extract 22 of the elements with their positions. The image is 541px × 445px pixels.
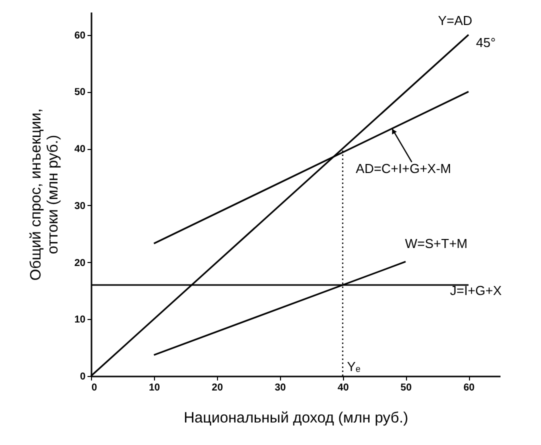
annotation: 45°	[476, 35, 496, 50]
y-tick-label: 30	[74, 200, 86, 212]
y-tick-label: 0	[80, 372, 86, 382]
y-tick-label: 60	[74, 30, 86, 42]
annotation: Y=AD	[438, 13, 472, 28]
x-tick-label: 60	[463, 382, 476, 394]
y-tick-label: 50	[74, 87, 86, 98]
annotation: Yₑ	[347, 359, 361, 374]
y-tick-label: 40	[74, 144, 86, 155]
x-tick-label: 40	[338, 382, 350, 394]
x-tick-label: 10	[148, 382, 160, 394]
y-axis-title: Общий спрос, инъекции, оттоки (млн руб.)	[27, 108, 62, 281]
annotation: J=I+G+X	[450, 283, 502, 298]
x-axis-title: Национальный доход (млн руб.)	[184, 410, 408, 426]
y-tick-label: 10	[74, 314, 86, 326]
x-tick-label: 30	[274, 382, 286, 394]
annotation: AD=C+I+G+X-M	[356, 161, 452, 176]
x-tick-label: 50	[400, 382, 412, 394]
annotation: W=S+T+M	[405, 236, 468, 251]
x-tick-label: 0	[92, 382, 98, 394]
x-tick-label: 20	[212, 382, 224, 394]
y-tick-label: 20	[74, 258, 86, 269]
